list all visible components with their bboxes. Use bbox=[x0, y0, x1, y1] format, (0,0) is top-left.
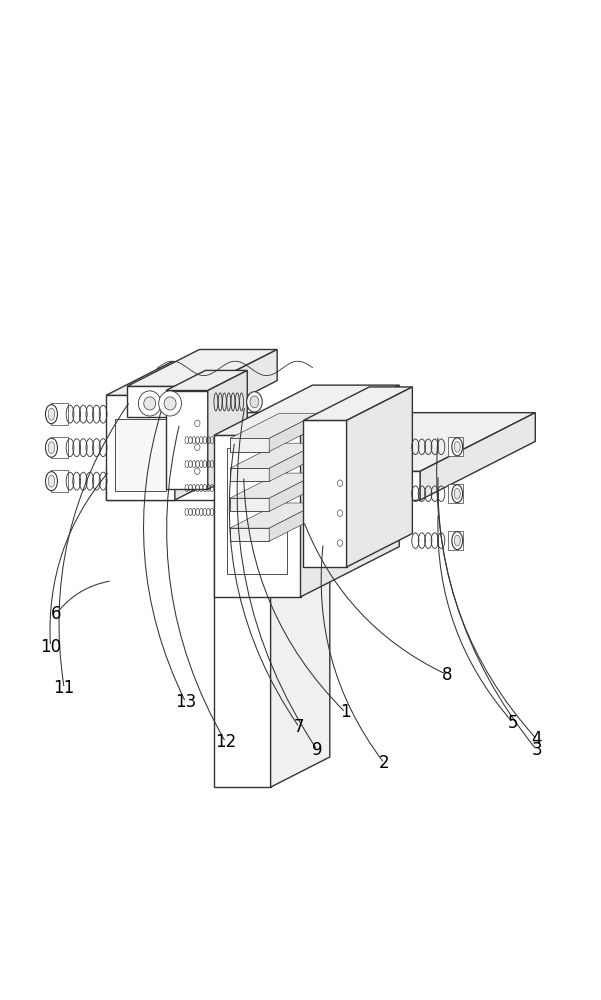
Ellipse shape bbox=[46, 405, 58, 424]
Bar bbox=[448, 437, 463, 456]
Ellipse shape bbox=[159, 391, 182, 416]
Polygon shape bbox=[214, 488, 270, 787]
Text: 3: 3 bbox=[531, 741, 542, 759]
Text: 12: 12 bbox=[215, 733, 236, 751]
Ellipse shape bbox=[250, 396, 259, 408]
Polygon shape bbox=[304, 420, 347, 567]
Ellipse shape bbox=[454, 488, 460, 499]
Polygon shape bbox=[420, 413, 535, 500]
Text: 13: 13 bbox=[175, 693, 197, 711]
Text: 11: 11 bbox=[53, 679, 75, 697]
Polygon shape bbox=[127, 386, 205, 417]
Ellipse shape bbox=[138, 391, 161, 416]
Polygon shape bbox=[230, 498, 269, 511]
Polygon shape bbox=[230, 503, 319, 528]
Ellipse shape bbox=[452, 532, 463, 550]
Ellipse shape bbox=[48, 475, 55, 487]
Polygon shape bbox=[300, 385, 399, 597]
Ellipse shape bbox=[337, 540, 343, 546]
Ellipse shape bbox=[195, 420, 200, 427]
Bar bbox=[52, 403, 68, 425]
Text: 5: 5 bbox=[508, 714, 518, 732]
Polygon shape bbox=[230, 473, 319, 498]
Polygon shape bbox=[347, 387, 412, 567]
Polygon shape bbox=[106, 413, 535, 471]
Ellipse shape bbox=[454, 535, 460, 546]
Ellipse shape bbox=[337, 480, 343, 487]
Ellipse shape bbox=[452, 485, 463, 503]
Polygon shape bbox=[214, 385, 399, 435]
Polygon shape bbox=[227, 448, 287, 574]
Ellipse shape bbox=[48, 442, 55, 454]
Ellipse shape bbox=[195, 444, 200, 451]
Ellipse shape bbox=[337, 510, 343, 516]
Ellipse shape bbox=[246, 392, 262, 412]
Text: 2: 2 bbox=[379, 754, 389, 772]
Polygon shape bbox=[230, 438, 269, 452]
Ellipse shape bbox=[452, 438, 463, 456]
Polygon shape bbox=[304, 387, 412, 420]
Polygon shape bbox=[230, 443, 319, 468]
Polygon shape bbox=[106, 471, 420, 500]
Text: 7: 7 bbox=[294, 718, 305, 736]
Ellipse shape bbox=[454, 441, 460, 452]
Bar bbox=[448, 484, 463, 503]
Bar bbox=[52, 470, 68, 492]
Polygon shape bbox=[106, 362, 240, 395]
Polygon shape bbox=[208, 370, 247, 489]
Polygon shape bbox=[175, 362, 240, 500]
Polygon shape bbox=[214, 435, 300, 597]
Bar bbox=[52, 437, 68, 458]
Polygon shape bbox=[127, 349, 277, 386]
Text: 4: 4 bbox=[531, 730, 542, 748]
Polygon shape bbox=[166, 370, 247, 391]
Ellipse shape bbox=[164, 397, 176, 410]
Polygon shape bbox=[269, 503, 319, 541]
Polygon shape bbox=[230, 468, 269, 481]
Text: 9: 9 bbox=[312, 741, 323, 759]
Polygon shape bbox=[106, 395, 175, 500]
Polygon shape bbox=[214, 458, 330, 488]
Polygon shape bbox=[230, 413, 319, 438]
Polygon shape bbox=[269, 413, 319, 452]
Polygon shape bbox=[230, 528, 269, 541]
Ellipse shape bbox=[46, 472, 58, 491]
Ellipse shape bbox=[48, 408, 55, 420]
Polygon shape bbox=[205, 349, 277, 417]
Text: 6: 6 bbox=[51, 605, 62, 623]
Ellipse shape bbox=[46, 438, 58, 457]
Bar bbox=[448, 531, 463, 550]
Ellipse shape bbox=[195, 468, 200, 475]
Text: 10: 10 bbox=[40, 638, 61, 656]
Polygon shape bbox=[115, 419, 166, 491]
Ellipse shape bbox=[144, 397, 156, 410]
Polygon shape bbox=[269, 443, 319, 481]
Polygon shape bbox=[270, 458, 330, 787]
Polygon shape bbox=[166, 391, 208, 489]
Text: 1: 1 bbox=[340, 703, 350, 721]
Polygon shape bbox=[269, 473, 319, 511]
Text: 8: 8 bbox=[442, 666, 453, 684]
